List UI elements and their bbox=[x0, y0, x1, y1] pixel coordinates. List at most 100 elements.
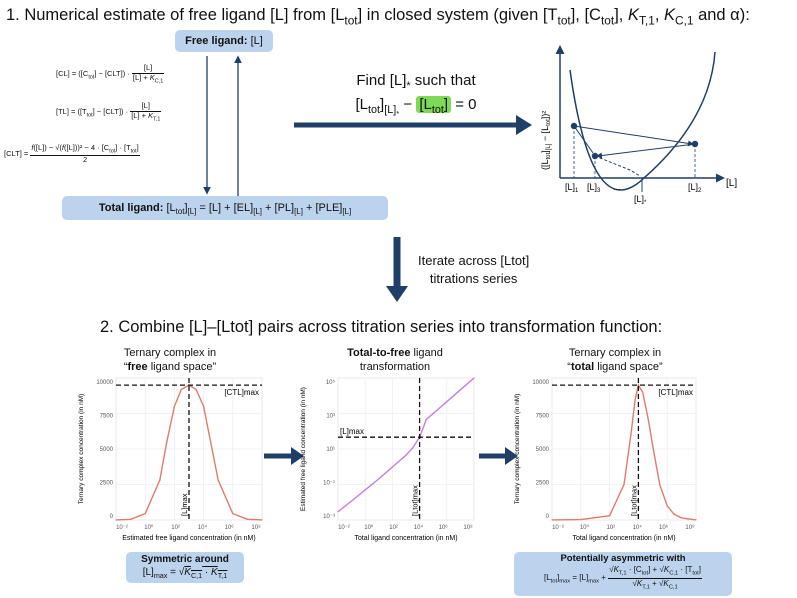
tick-dots: ... bbox=[613, 182, 621, 192]
data-point bbox=[642, 391, 644, 393]
tick-l2: [L]2 bbox=[688, 182, 702, 194]
chart-free-ligand-space: 10⁻² 10⁰ 10² 10⁴ 10⁶ 10⁸ 10000 7500 5000 2500 0 Est… bbox=[78, 377, 263, 542]
data-point bbox=[180, 388, 182, 390]
y-tick-label: 7500 bbox=[100, 414, 114, 420]
ctl-max-label: [CTL]max bbox=[658, 388, 693, 397]
data-point bbox=[637, 384, 639, 386]
y-tick-label: 0 bbox=[546, 514, 550, 520]
data-point bbox=[580, 518, 582, 521]
symmetric-caption-eq: [L]max = √KC,1 · KT,1 bbox=[142, 567, 228, 580]
asymmetric-caption: Potentially asymmetric with [Ltot]max = … bbox=[514, 552, 732, 596]
data-point bbox=[425, 419, 427, 421]
data-point bbox=[647, 420, 650, 422]
data-point bbox=[232, 513, 234, 515]
find-text: Find [L]* such that bbox=[356, 72, 476, 92]
data-point bbox=[673, 513, 675, 515]
data-point bbox=[473, 377, 475, 379]
x-max-label: [Ltot]max bbox=[411, 485, 420, 516]
x-max-label: [Ltot]max bbox=[629, 485, 638, 516]
data-point bbox=[246, 518, 248, 520]
x-tick-label: 10⁶ bbox=[659, 524, 669, 531]
panel-3-title-line-2: “total ligand space” bbox=[567, 360, 663, 373]
y-tick-label: 10000 bbox=[532, 380, 549, 386]
data-point bbox=[144, 513, 146, 515]
find-equation: [Ltot][L]* − [Ltot] = 0 bbox=[355, 96, 477, 119]
x-tick-label: 10² bbox=[389, 525, 398, 531]
section-2-title: 2. Combine [L]–[Ltot] pairs across titra… bbox=[100, 318, 663, 336]
schematic-y-label: ([Ltot][L] − [Ltot])² bbox=[540, 111, 552, 170]
y-tick-label: 2500 bbox=[536, 481, 550, 487]
panel-2-title-line-1: Total-to-free ligand bbox=[347, 347, 443, 359]
data-point bbox=[666, 505, 668, 507]
x-tick-label: 10⁴ bbox=[198, 524, 208, 531]
data-point bbox=[446, 401, 448, 403]
data-point bbox=[681, 517, 683, 519]
x-tick-label: 10⁰ bbox=[580, 524, 590, 531]
total-ligand-pill: Total ligand: [Ltot][L] = [L] + [EL][L] … bbox=[62, 196, 388, 220]
section-1-title: 1. Numerical estimate of free ligand [L]… bbox=[6, 6, 750, 28]
chart-total-ligand-space: 10⁻² 10⁰ 10² 10⁴ 10⁶ 10⁸ 10000 7500 5000 2500 0 Tot… bbox=[514, 377, 697, 542]
data-point bbox=[195, 388, 197, 390]
free-ligand-label: Free ligand: bbox=[185, 35, 248, 47]
data-point bbox=[423, 425, 425, 428]
y-tick-label: 10⁵ bbox=[326, 379, 336, 386]
x-tick-label: 10⁰ bbox=[144, 524, 154, 531]
y-axis-label: Estimated free ligand concentration (in … bbox=[300, 387, 307, 511]
panel-2-title-line-2: transformation bbox=[359, 360, 431, 373]
total-ligand-equation: [Ltot][L] = [L] + [EL][L] + [PL][L] + [P… bbox=[166, 202, 352, 217]
asymmetric-caption-bold: Potentially asymmetric with bbox=[560, 553, 686, 564]
data-point bbox=[351, 500, 353, 502]
iterate-label: Iterate across [Ltot] titrations series bbox=[418, 252, 529, 287]
x-tick-label: 10⁻² bbox=[338, 525, 350, 531]
free-ligand-pill: Free ligand: [L] bbox=[175, 30, 273, 52]
data-point bbox=[261, 519, 263, 521]
data-point bbox=[551, 519, 553, 521]
y-tick-label: 7500 bbox=[536, 414, 550, 420]
panel-1-title-line-1: Ternary complex in bbox=[123, 347, 217, 359]
data-point bbox=[459, 389, 461, 391]
x-axis-label: Estimated free ligand concentration (in … bbox=[122, 535, 255, 542]
panel-1-title: Ternary complex in “free ligand space” bbox=[90, 347, 250, 375]
iterate-line-1: Iterate across [Ltot] bbox=[418, 253, 530, 268]
x-tick-label: 10² bbox=[606, 525, 615, 531]
y-tick-label: 5000 bbox=[100, 447, 114, 453]
x-tick-label: 10⁶ bbox=[439, 524, 449, 531]
tl-equation: [TL] = ([Ttot] − [CLT]) · [L] [L] + KT,1 bbox=[56, 101, 162, 123]
panel-1-title-line-2: “free ligand space” bbox=[123, 360, 217, 373]
x-tick-label: 10⁴ bbox=[414, 524, 424, 531]
x-tick-label: 10⁸ bbox=[251, 524, 261, 531]
x-tick-label: 10⁸ bbox=[685, 524, 695, 531]
l-max-label: [L]max bbox=[340, 427, 364, 436]
x-tick-label: 10⁸ bbox=[463, 524, 473, 531]
y-axis-label: Ternary complex concentration (in nM) bbox=[514, 394, 521, 505]
chart-total-to-free: 10⁻² 10⁰ 10² 10⁴ 10⁶ 10⁸ 10⁵ 10³ 10¹ 10⁻¹ 10⁻³ Tota… bbox=[300, 377, 475, 542]
data-point bbox=[659, 483, 661, 486]
iterate-line-2: titrations series bbox=[429, 270, 518, 286]
data-point bbox=[166, 441, 168, 443]
x-tick-label: 10² bbox=[171, 525, 180, 531]
y-tick-label: 10000 bbox=[96, 380, 113, 386]
y-axis-label: Ternary complex concentration (in nM) bbox=[78, 394, 85, 505]
symmetric-caption: Symmetric around [L]max = √KC,1 · KT,1 bbox=[126, 552, 244, 583]
cl-equation: [CL] = ([Ctot] − [CLT]) · [L] [L] + KC,1 bbox=[56, 63, 165, 85]
y-tick-label: 2500 bbox=[100, 481, 114, 487]
data-point bbox=[391, 466, 393, 468]
tick-l1: [L]1 bbox=[565, 182, 579, 194]
convergence-schematic: ([Ltot][L] − [Ltot])² [L] [L]1 [L]3 ... … bbox=[540, 45, 737, 206]
data-point bbox=[695, 519, 697, 521]
schematic-x-label: [L] bbox=[726, 178, 737, 189]
y-tick-label: 10³ bbox=[326, 414, 335, 420]
x-tick-label: 10⁶ bbox=[225, 524, 235, 531]
series-line bbox=[115, 384, 263, 521]
ctl-max-label: [CTL]max bbox=[224, 388, 259, 397]
data-point bbox=[173, 405, 175, 407]
x-tick-label: 10⁻² bbox=[552, 525, 564, 531]
clt-equation: [CLT] = f([L]) − √(f([L]))² − 4 · [Ctot]… bbox=[4, 143, 140, 164]
data-point bbox=[411, 447, 414, 449]
data-point bbox=[115, 519, 117, 521]
y-tick-label: 10⁻¹ bbox=[323, 481, 335, 487]
series-line bbox=[337, 377, 475, 513]
find-condition: Find [L]* such that [Ltot][L]* − [Ltot] … bbox=[316, 72, 516, 118]
data-point bbox=[405, 454, 407, 456]
